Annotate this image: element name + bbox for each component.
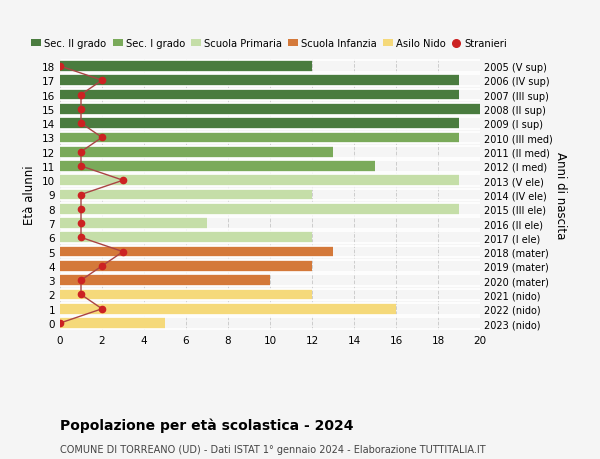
Bar — [60, 61, 312, 73]
Bar — [60, 161, 375, 173]
Bar — [60, 203, 459, 215]
Bar — [60, 246, 333, 258]
Bar — [60, 261, 312, 272]
Bar — [60, 189, 312, 201]
Text: Popolazione per età scolastica - 2024: Popolazione per età scolastica - 2024 — [60, 417, 353, 431]
Bar — [60, 318, 165, 329]
Bar — [60, 132, 459, 144]
Bar — [60, 146, 333, 158]
Y-axis label: Età alunni: Età alunni — [23, 165, 37, 225]
Bar — [60, 75, 459, 87]
Bar — [60, 118, 459, 129]
Bar — [60, 218, 207, 230]
Legend: Sec. II grado, Sec. I grado, Scuola Primaria, Scuola Infanzia, Asilo Nido, Stran: Sec. II grado, Sec. I grado, Scuola Prim… — [31, 39, 507, 49]
Bar — [60, 104, 480, 115]
Text: COMUNE DI TORREANO (UD) - Dati ISTAT 1° gennaio 2024 - Elaborazione TUTTITALIA.I: COMUNE DI TORREANO (UD) - Dati ISTAT 1° … — [60, 444, 485, 454]
Bar — [60, 275, 270, 286]
Y-axis label: Anni di nascita: Anni di nascita — [554, 151, 567, 239]
Bar — [60, 232, 312, 244]
Bar — [60, 175, 459, 187]
Bar — [60, 303, 396, 315]
Bar — [60, 289, 312, 301]
Bar — [60, 90, 459, 101]
